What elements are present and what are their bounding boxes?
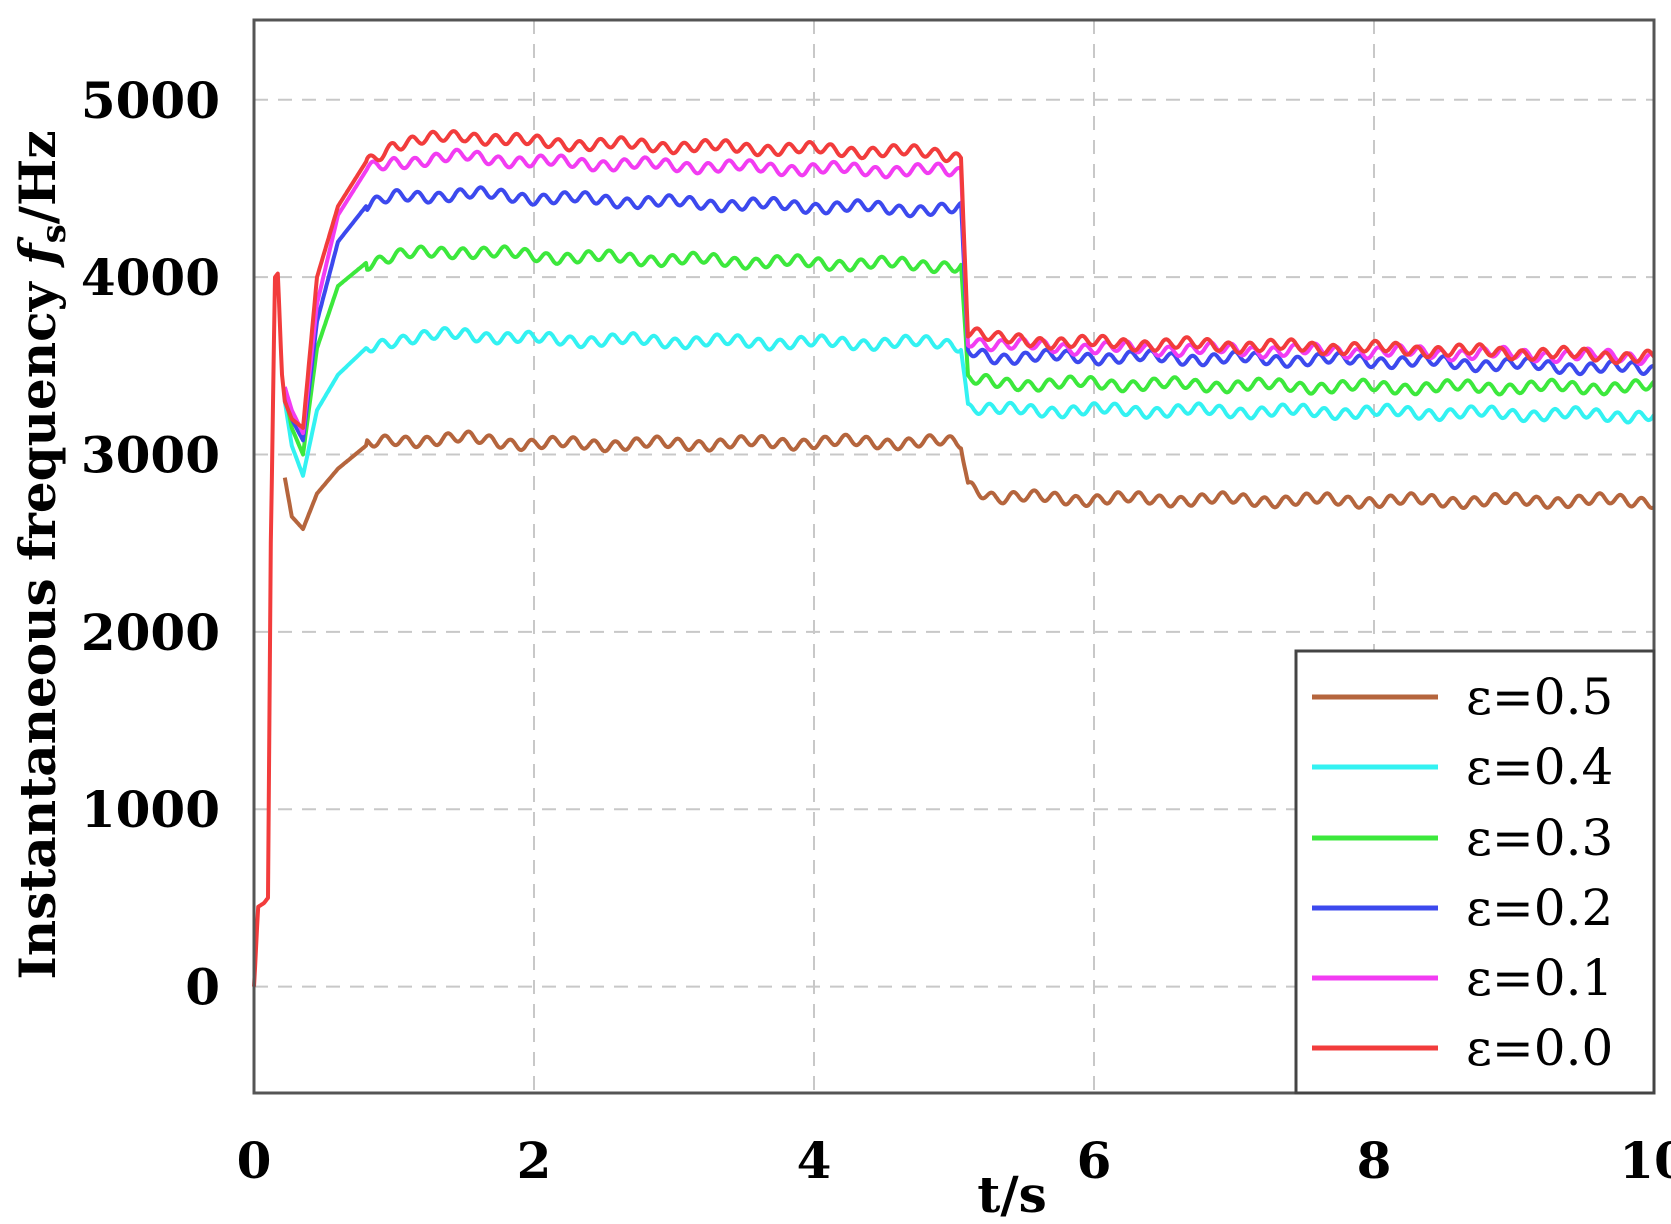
legend-label-3: ε=0.2 <box>1466 879 1613 937</box>
legend-label-4: ε=0.1 <box>1466 949 1613 1007</box>
y-axis-label: Instantaneous frequency fs/Hz <box>8 130 74 979</box>
x-tick-label-2: 4 <box>797 1131 832 1190</box>
y-axis-label-prefix: Instantaneous frequency <box>8 265 67 980</box>
y-tick-label-3: 3000 <box>81 426 220 485</box>
plot-frame <box>252 18 1656 1095</box>
legend-label-5: ε=0.0 <box>1466 1019 1613 1077</box>
series-line-0 <box>282 429 1656 531</box>
x-tick-label-1: 2 <box>517 1131 552 1190</box>
legend-label-2: ε=0.3 <box>1466 809 1613 867</box>
y-tick-label-2: 2000 <box>81 603 220 662</box>
x-tick-labels: 0 2 4 6 8 10 <box>237 1131 1671 1190</box>
series-line-5 <box>252 129 1656 987</box>
x-axis-label: t/s <box>977 1165 1047 1224</box>
legend-box <box>1294 649 1656 1095</box>
y-tick-label-1: 1000 <box>81 780 220 839</box>
x-tick-label-4: 8 <box>1357 1131 1392 1190</box>
y-tick-label-5: 5000 <box>81 71 220 130</box>
x-tick-label-3: 6 <box>1077 1131 1112 1190</box>
y-tick-label-0: 0 <box>185 958 220 1017</box>
legend-label-1: ε=0.4 <box>1466 738 1613 796</box>
series-line-4 <box>282 147 1656 436</box>
legend: ε=0.5 ε=0.4 ε=0.3 ε=0.2 ε=0.1 ε=0.0 <box>1294 649 1656 1095</box>
series-line-2 <box>282 244 1656 457</box>
grid <box>254 20 1654 1093</box>
x-tick-label-5: 10 <box>1619 1131 1671 1190</box>
y-axis-label-subscript: s <box>34 224 74 243</box>
legend-label-0: ε=0.5 <box>1466 668 1613 726</box>
x-tick-label-0: 0 <box>237 1131 272 1190</box>
legend-items: ε=0.5 ε=0.4 ε=0.3 ε=0.2 ε=0.1 ε=0.0 <box>1312 668 1613 1077</box>
series-line-1 <box>282 326 1656 478</box>
y-tick-labels: 0 1000 2000 3000 4000 5000 <box>81 71 220 1017</box>
y-axis-label-suffix: /Hz <box>8 130 67 224</box>
y-tick-label-4: 4000 <box>81 248 220 307</box>
series-lines <box>252 129 1656 987</box>
